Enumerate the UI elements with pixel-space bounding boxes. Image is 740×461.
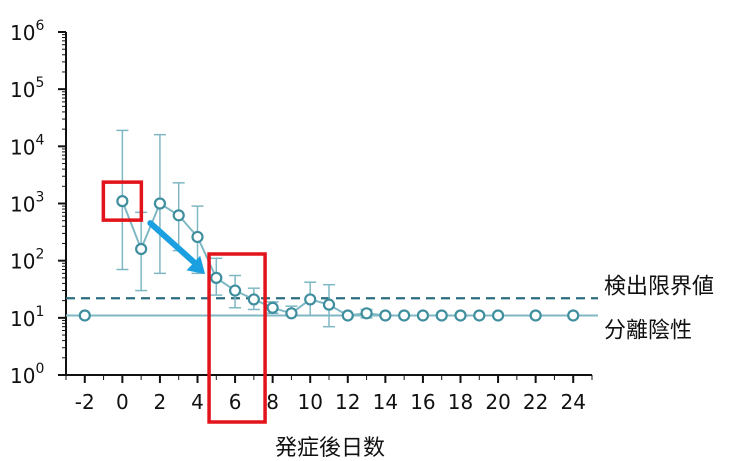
x-tick-label: 4 bbox=[191, 390, 204, 414]
x-tick-label: 18 bbox=[448, 390, 473, 414]
x-tick-label: 6 bbox=[229, 390, 242, 414]
data-point bbox=[398, 309, 411, 322]
data-point bbox=[473, 309, 486, 322]
y-tick-label: 104 bbox=[10, 132, 44, 159]
x-tick-label: 20 bbox=[485, 390, 510, 414]
x-tick-label: 24 bbox=[560, 390, 585, 414]
data-point bbox=[304, 293, 317, 306]
x-tick-label: 22 bbox=[523, 390, 548, 414]
data-point bbox=[567, 309, 580, 322]
y-tick-label: 100 bbox=[10, 361, 44, 388]
x-tick-label: 16 bbox=[410, 390, 435, 414]
y-tick-label: 106 bbox=[10, 18, 44, 45]
data-point bbox=[529, 309, 542, 322]
data-point bbox=[285, 307, 298, 320]
data-point bbox=[435, 309, 448, 322]
y-tick-label: 101 bbox=[10, 304, 44, 331]
highlight-box-day6 bbox=[207, 252, 267, 424]
data-point bbox=[360, 307, 373, 320]
data-point bbox=[247, 293, 260, 306]
x-tick-label: 2 bbox=[154, 390, 167, 414]
detection-limit-label: 検出限界値 bbox=[604, 274, 714, 299]
y-tick-label: 102 bbox=[10, 247, 44, 274]
data-point bbox=[172, 209, 185, 222]
data-point bbox=[210, 271, 223, 284]
data-point bbox=[379, 309, 392, 322]
trend-arrow bbox=[147, 220, 201, 268]
data-point bbox=[266, 301, 279, 314]
data-point bbox=[228, 284, 242, 297]
x-tick-label: 0 bbox=[116, 390, 129, 414]
data-point bbox=[135, 242, 148, 256]
trend-arrow-head bbox=[186, 255, 206, 274]
data-point bbox=[491, 309, 505, 322]
y-tick-label: 103 bbox=[10, 190, 44, 217]
x-tick-label: 12 bbox=[335, 390, 360, 414]
data-point bbox=[78, 309, 91, 322]
data-point bbox=[322, 298, 336, 311]
x-axis-title: 発症後日数 bbox=[275, 436, 385, 461]
highlight-box-day0 bbox=[101, 180, 144, 222]
x-tick-label: -2 bbox=[75, 390, 95, 414]
x-tick-label: 14 bbox=[373, 390, 398, 414]
data-point bbox=[454, 309, 467, 322]
x-tick-label: 10 bbox=[297, 390, 322, 414]
y-tick-label: 105 bbox=[10, 75, 44, 102]
negative-label: 分離陰性 bbox=[604, 318, 692, 343]
data-point bbox=[416, 309, 430, 322]
data-point bbox=[153, 197, 167, 210]
data-point bbox=[116, 195, 129, 208]
data-point bbox=[341, 309, 354, 322]
data-point bbox=[191, 230, 204, 244]
x-tick-label: 8 bbox=[266, 390, 279, 414]
